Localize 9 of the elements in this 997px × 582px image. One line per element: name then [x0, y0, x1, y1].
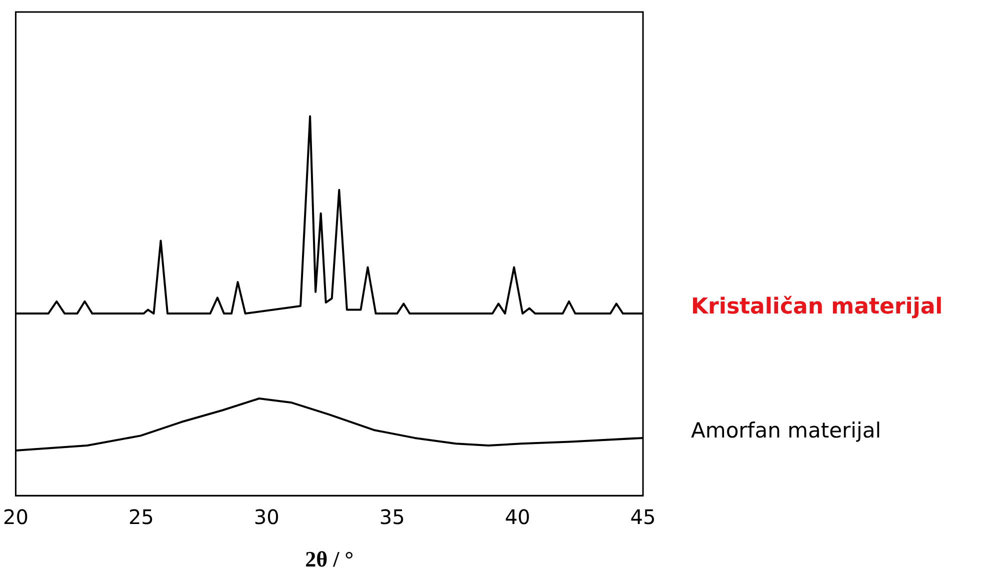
text: Kristaličan materijal: [691, 294, 943, 320]
x-tick-label: 35: [379, 504, 405, 529]
x-tick-label: 25: [128, 504, 154, 529]
text: Amorfan materijal: [691, 418, 882, 442]
x-tick-label: 45: [630, 504, 656, 529]
x-axis-title: 2θ / °: [305, 546, 354, 572]
x-tick-label: 20: [3, 504, 28, 529]
x-tick-label: 40: [504, 504, 530, 529]
x-tick-label: 30: [254, 504, 280, 529]
